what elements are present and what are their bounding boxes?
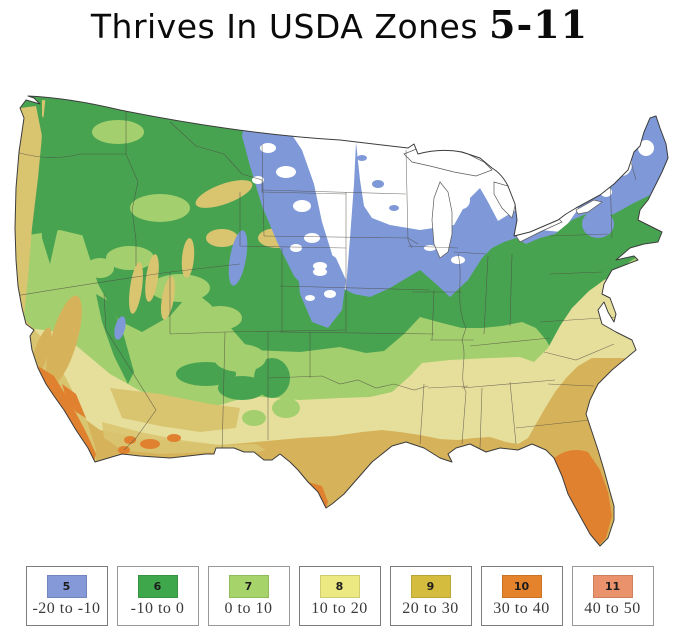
- zone11-swatch: 11: [592, 575, 633, 598]
- legend-item-zone10: 10 30 to 40: [480, 566, 563, 626]
- zone7-range-label: 0 to 10: [224, 600, 273, 617]
- zone10-range-label: 30 to 40: [493, 600, 550, 617]
- zone5-swatch: 5: [46, 575, 87, 598]
- lake-ontario: [575, 199, 603, 215]
- legend-item-zone6: 6 -10 to 0: [116, 566, 199, 626]
- zone8-range-label: 10 to 20: [311, 600, 368, 617]
- title-text: Thrives In USDA Zones: [90, 7, 490, 46]
- legend-item-zone11: 11 40 to 50: [571, 566, 654, 626]
- zone10-swatch: 10: [501, 575, 542, 598]
- usda-zone-map: [14, 95, 669, 547]
- legend-item-zone5: 5 -20 to -10: [25, 566, 108, 626]
- legend-item-zone9: 9 20 to 30: [389, 566, 472, 626]
- page-title: Thrives In USDA Zones 5-11: [0, 2, 679, 47]
- great-lakes: [403, 145, 603, 259]
- title-zone-range: 5-11: [489, 2, 589, 47]
- zone5-range-label: -20 to -10: [32, 600, 101, 617]
- state-borders: [15, 96, 637, 455]
- legend-item-zone8: 8 10 to 20: [298, 566, 381, 626]
- outer-banks-patch: [608, 330, 636, 360]
- zone-legend: 5 -20 to -10 6 -10 to 0 7 0 to 10 8 10 t…: [0, 566, 679, 626]
- legend-item-zone7: 7 0 to 10: [207, 566, 290, 626]
- zone7-swatch: 7: [228, 575, 269, 598]
- zone11-range-label: 40 to 50: [584, 600, 641, 617]
- lake-michigan: [431, 181, 453, 259]
- zone6-range-label: -10 to 0: [130, 600, 185, 617]
- map-container: [10, 88, 670, 558]
- zone9-range-label: 20 to 30: [402, 600, 459, 617]
- zone8-swatch: 8: [319, 575, 360, 598]
- zone6-swatch: 6: [137, 575, 178, 598]
- zone9-swatch: 9: [410, 575, 451, 598]
- us-outline: [14, 95, 669, 547]
